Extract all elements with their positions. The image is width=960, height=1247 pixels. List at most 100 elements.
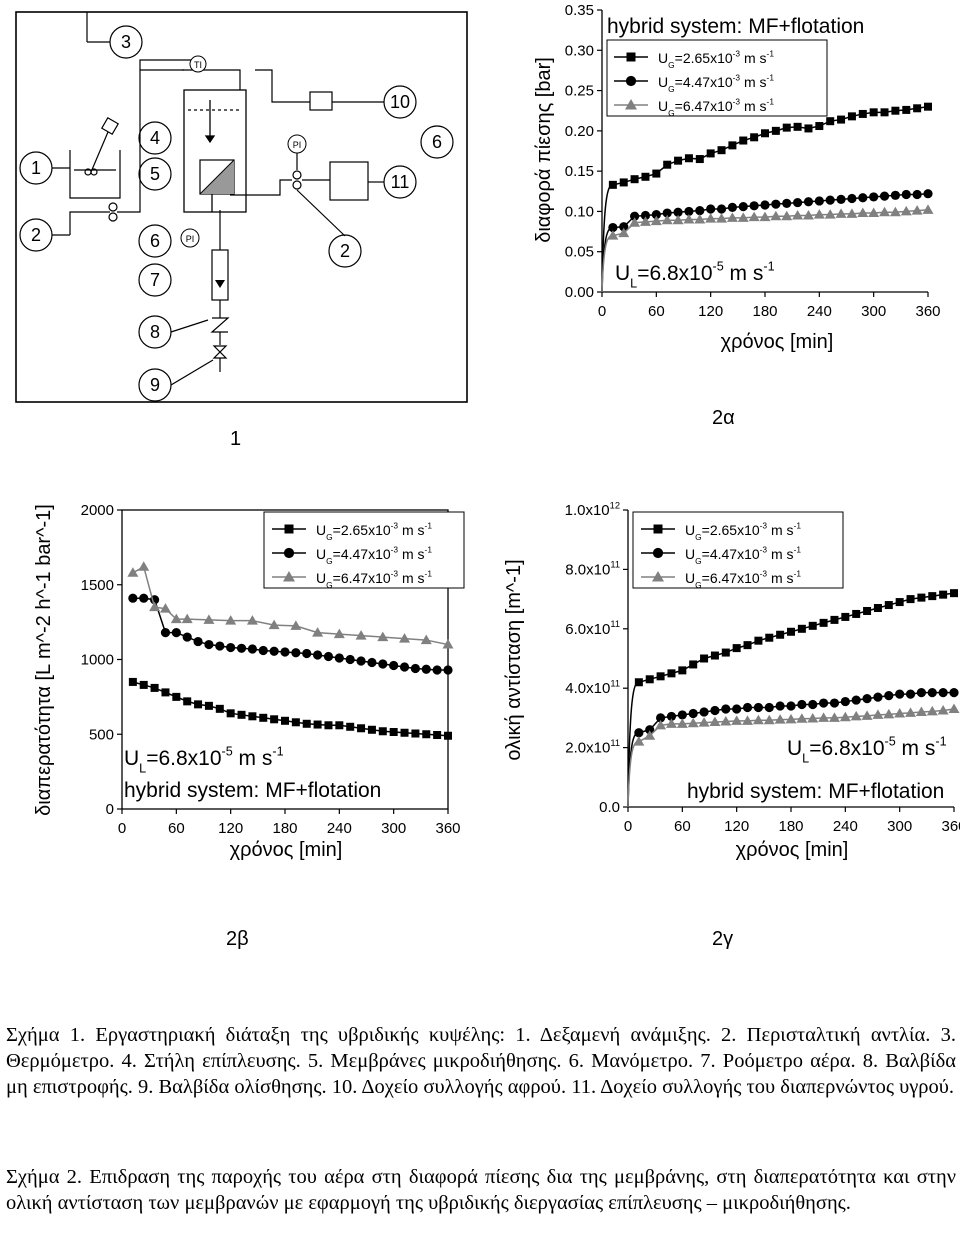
data-point xyxy=(858,109,867,118)
data-point xyxy=(786,701,796,711)
data-point xyxy=(749,201,759,211)
label-9: 9 xyxy=(138,368,172,402)
data-point xyxy=(873,604,882,613)
series xyxy=(601,102,932,293)
data-point xyxy=(716,213,728,223)
data-point xyxy=(420,634,432,645)
data-point xyxy=(630,175,639,184)
data-point xyxy=(840,696,850,707)
data-point xyxy=(312,627,324,637)
legend-label: UG=6.47x10-3 m s-1 xyxy=(316,569,432,590)
data-point xyxy=(815,122,824,131)
data-point xyxy=(259,713,268,722)
svg-text:2: 2 xyxy=(340,241,350,261)
legend-entry: UG=2.65x10-3 m s-1 xyxy=(641,521,801,542)
data-point xyxy=(863,606,872,615)
legend-entry: UG=4.47x10-3 m s-1 xyxy=(641,545,801,566)
data-point xyxy=(804,124,813,133)
data-point xyxy=(797,624,806,633)
data-point xyxy=(884,601,893,610)
data-point xyxy=(139,593,149,603)
thermometer: TI xyxy=(189,55,207,73)
lab-setup-schematic: 1 2 3 4 5 6 7 8 9 10 11 6 2 xyxy=(15,11,468,403)
data-point xyxy=(291,648,301,658)
legend-marker xyxy=(652,571,664,582)
data-point xyxy=(367,657,377,668)
pressure-gauge-left: PI xyxy=(180,228,200,248)
data-point xyxy=(313,650,323,660)
legend-marker xyxy=(283,547,295,559)
data-point xyxy=(902,105,911,114)
data-point xyxy=(825,195,835,205)
data-point xyxy=(911,205,923,215)
svg-text:PI: PI xyxy=(293,140,302,150)
data-point xyxy=(928,592,937,601)
data-point xyxy=(775,701,785,711)
svg-text:5: 5 xyxy=(150,164,160,184)
legend-label: UG=6.47x10-3 m s-1 xyxy=(685,569,801,590)
svg-text:7: 7 xyxy=(150,270,160,290)
legend: UG=2.65x10-3 m s-1 UG=4.47x10-3 m s-1 UG… xyxy=(632,511,844,590)
label-6-left: 6 xyxy=(138,224,172,258)
data-point xyxy=(695,155,704,164)
data-point xyxy=(410,663,420,674)
data-point xyxy=(270,715,279,724)
series-line xyxy=(627,592,955,808)
data-point xyxy=(721,704,731,714)
data-point xyxy=(869,108,878,117)
data-point xyxy=(128,593,138,603)
chart-permeability: διαπερατότητα [L m^-2 h^-1 bar^-1] χρόνο… xyxy=(33,502,465,861)
data-point xyxy=(721,648,730,657)
tick-label: 8.0x1011 xyxy=(565,560,620,579)
svg-text:11: 11 xyxy=(391,172,410,192)
data-point xyxy=(752,714,764,725)
data-point xyxy=(869,192,879,202)
data-point xyxy=(411,729,420,738)
data-point xyxy=(787,627,795,636)
ul-label: UL=6.8x10-5 m s-1 xyxy=(787,735,947,766)
data-point xyxy=(345,654,355,665)
data-point xyxy=(684,154,693,163)
data-point xyxy=(290,620,302,630)
data-point xyxy=(443,665,453,675)
data-point xyxy=(661,214,673,225)
data-point xyxy=(357,724,366,733)
data-point xyxy=(905,689,916,699)
data-point xyxy=(619,222,629,232)
data-point xyxy=(291,718,300,727)
data-point xyxy=(432,665,442,675)
label-1: 1 xyxy=(19,151,53,185)
data-point xyxy=(891,106,900,115)
data-point xyxy=(706,204,716,214)
data-point xyxy=(608,180,617,189)
legend-marker xyxy=(653,524,663,534)
data-point xyxy=(828,712,840,722)
data-point xyxy=(803,197,814,207)
data-point xyxy=(656,672,665,681)
data-point xyxy=(916,688,926,698)
tick-label: 360 xyxy=(941,818,960,835)
legend-label: UG=6.47x10-3 m s-1 xyxy=(658,97,774,118)
y-axis-label: διαπερατότητα [L m^-2 h^-1 bar^-1] xyxy=(33,504,55,816)
data-point xyxy=(442,639,454,649)
legend-label: UG=4.47x10-3 m s-1 xyxy=(316,545,432,566)
data-point xyxy=(645,725,655,735)
data-point xyxy=(666,711,677,722)
data-point xyxy=(770,210,782,221)
data-point xyxy=(302,719,311,728)
data-point xyxy=(663,160,672,169)
series xyxy=(127,561,454,649)
figure-1-caption: Σχήμα 1. Εργαστηριακή διάταξη της υβριδι… xyxy=(6,1022,956,1100)
data-point xyxy=(796,713,808,723)
data-point xyxy=(879,191,890,201)
data-point xyxy=(826,117,835,126)
data-point xyxy=(924,102,932,111)
data-point xyxy=(181,613,193,624)
data-point xyxy=(618,227,630,238)
data-point xyxy=(667,669,676,678)
data-point xyxy=(839,711,851,722)
data-point xyxy=(835,208,847,218)
data-point xyxy=(824,209,836,219)
data-point xyxy=(399,662,410,672)
ul-label: UL=6.8x10-5 m s-1 xyxy=(124,745,284,776)
